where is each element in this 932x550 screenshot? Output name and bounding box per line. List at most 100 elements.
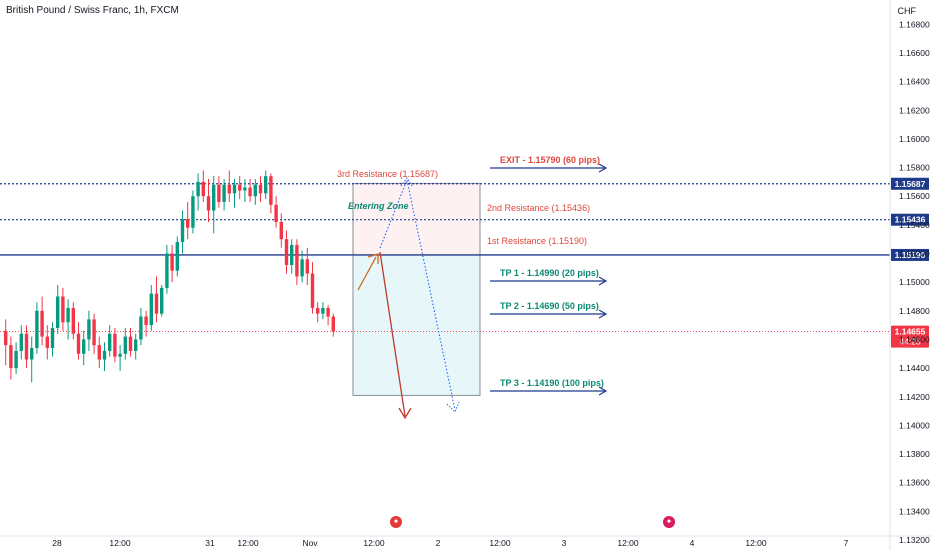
candle-body — [191, 196, 195, 228]
candle-body — [128, 336, 133, 351]
candle-body — [243, 187, 247, 191]
candle — [206, 179, 211, 222]
candle — [258, 176, 263, 202]
down-move-arrow — [379, 251, 406, 417]
candle — [186, 201, 190, 240]
candle — [217, 176, 221, 208]
price-tick-label: 1.15800 — [899, 163, 930, 173]
flag-event-icon[interactable]: ✦ — [390, 516, 402, 528]
candle-body — [201, 181, 205, 197]
candle — [175, 236, 179, 277]
price-tick-label: 1.14600 — [899, 334, 930, 344]
candle — [295, 239, 299, 286]
candle-body — [175, 242, 179, 271]
candle — [128, 328, 133, 357]
price-tick-label: 1.16800 — [899, 19, 930, 29]
candle-body — [56, 296, 60, 328]
target-arrow-head — [598, 309, 608, 319]
level-price-tag — [891, 248, 929, 261]
candle — [9, 336, 13, 380]
time-tick-label: Nov — [302, 538, 318, 548]
candle-body — [40, 310, 44, 337]
candle — [165, 244, 169, 294]
candle-body — [45, 336, 49, 349]
candle — [316, 302, 320, 323]
candle — [92, 313, 96, 354]
candle — [290, 239, 294, 274]
candle-body — [258, 184, 263, 194]
candle-body — [76, 333, 81, 354]
up-move-arrow — [357, 256, 377, 291]
price-tick-label: 1.16000 — [899, 134, 930, 144]
level-price-tag-text: 1.15436 — [895, 215, 926, 225]
entering-zone-label: Entering Zone — [348, 201, 409, 211]
candle-body — [227, 184, 231, 194]
time-tick-label: 12:00 — [489, 538, 511, 548]
candle — [30, 336, 34, 383]
candle-body — [212, 184, 216, 211]
candle — [253, 179, 257, 205]
price-tick-label: 1.16400 — [899, 77, 930, 87]
candle-body — [316, 307, 320, 314]
candle — [118, 345, 122, 371]
candle — [97, 336, 101, 369]
price-tick-label: 1.15200 — [899, 249, 930, 259]
current-price-tag — [891, 325, 929, 348]
candle-body — [279, 222, 283, 240]
candle — [35, 302, 39, 354]
time-axis: 28 12:00 31 12:00 Nov 12:00 2 12:00 3 12:00 4 12:00… — [0, 535, 932, 548]
candle-body — [87, 319, 91, 340]
candle — [56, 285, 60, 334]
target-arrow-head — [598, 276, 608, 286]
price-tick-label: 1.13200 — [899, 535, 930, 545]
candle — [149, 285, 153, 331]
candle — [191, 190, 195, 234]
candle-body — [284, 239, 289, 265]
candle — [248, 179, 252, 202]
price-tick-label: 1.14400 — [899, 363, 930, 373]
candle-body — [113, 333, 117, 357]
down-move-arrow-head — [398, 407, 412, 420]
candle-body — [290, 244, 294, 265]
candles — [4, 170, 335, 383]
candle — [326, 305, 330, 326]
candle — [154, 276, 159, 323]
candle-body — [30, 348, 34, 360]
candle-body — [82, 339, 86, 354]
tp1-label: TP 1 - 1.14990 (20 pips) — [500, 268, 599, 278]
price-tick-label: 1.15400 — [899, 220, 930, 230]
price-tick-label: 1.14800 — [899, 306, 930, 316]
candle-body — [14, 350, 18, 369]
candle — [310, 262, 315, 314]
exit-label: EXIT - 1.15790 (60 pips) — [500, 155, 600, 165]
candle-body — [139, 316, 143, 340]
candle — [284, 230, 289, 274]
candle-body — [248, 187, 252, 197]
candle — [180, 210, 185, 254]
candle-body — [310, 273, 315, 308]
candle-body — [274, 204, 278, 222]
target-zone-box — [353, 254, 480, 396]
target-arrow-head — [598, 163, 608, 173]
candle-body — [196, 181, 200, 197]
candle-body — [160, 287, 164, 314]
candle-body — [134, 339, 138, 351]
candle-body — [222, 184, 226, 202]
position-box — [352, 182, 481, 396]
time-tick-label: 7 — [844, 538, 849, 548]
projected-path-arrow-head — [400, 177, 413, 187]
candle-body — [232, 184, 237, 194]
candle — [201, 170, 205, 202]
candle-body — [238, 184, 242, 191]
price-tick-label: 1.14000 — [899, 420, 930, 430]
candle-body — [97, 345, 101, 360]
price-axis: 1.16800 1.16600 1.16400 1.16200 1.16000 1.158… — [889, 0, 930, 550]
candle-body — [217, 184, 221, 202]
candle — [76, 322, 81, 360]
target-arrow-head — [598, 386, 608, 396]
price-tick-label: 1.13400 — [899, 506, 930, 516]
resistance-1-label: 1st Resistance (1.15190) — [487, 236, 587, 246]
candle — [144, 310, 148, 337]
flag-event-icon[interactable]: ✦ — [663, 516, 675, 528]
